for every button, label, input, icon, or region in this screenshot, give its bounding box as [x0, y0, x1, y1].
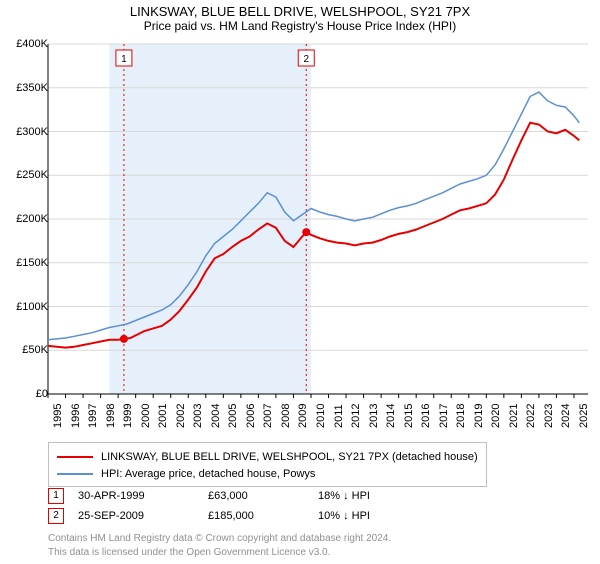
x-tick-label: 2004 [210, 404, 222, 428]
x-tick-label: 2022 [525, 404, 537, 428]
data-attribution: Contains HM Land Registry data © Crown c… [48, 532, 391, 559]
chart-title: LINKSWAY, BLUE BELL DRIVE, WELSHPOOL, SY… [0, 4, 600, 19]
sale-price: £63,000 [208, 490, 318, 502]
sale-marker-row: 2 25-SEP-2009£185,00010% ↓ HPI [48, 508, 370, 524]
x-tick-label: 2010 [315, 404, 327, 428]
y-tick-label: £300K [4, 126, 48, 138]
svg-text:2: 2 [303, 54, 309, 65]
x-tick-label: 2023 [543, 404, 555, 428]
x-tick-label: 2007 [262, 404, 274, 428]
y-tick-label: £400K [4, 38, 48, 50]
x-tick-label: 2013 [368, 404, 380, 428]
y-tick-label: £50K [4, 344, 48, 356]
y-tick-label: £250K [4, 169, 48, 181]
attribution-line-2: This data is licensed under the Open Gov… [48, 546, 391, 560]
chart-legend: LINKSWAY, BLUE BELL DRIVE, WELSHPOOL, SY… [48, 442, 487, 487]
legend-swatch [57, 473, 93, 475]
x-tick-label: 2001 [157, 404, 169, 428]
sale-price: £185,000 [208, 510, 318, 522]
x-tick-label: 2015 [403, 404, 415, 428]
chart-plot-area: 12 [48, 44, 588, 394]
sale-marker-row: 1 30-APR-1999£63,00018% ↓ HPI [48, 488, 370, 504]
y-tick-label: £350K [4, 82, 48, 94]
x-tick-label: 2008 [280, 404, 292, 428]
x-tick-label: 1997 [87, 404, 99, 428]
sale-hpi-delta: 10% ↓ HPI [318, 510, 370, 522]
x-tick-label: 2020 [490, 404, 502, 428]
x-tick-label: 2025 [578, 404, 590, 428]
sale-date: 30-APR-1999 [78, 490, 208, 502]
x-tick-label: 2009 [297, 404, 309, 428]
attribution-line-1: Contains HM Land Registry data © Crown c… [48, 532, 391, 546]
legend-label: LINKSWAY, BLUE BELL DRIVE, WELSHPOOL, SY… [101, 451, 478, 463]
legend-row: HPI: Average price, detached house, Powy… [57, 466, 478, 483]
y-tick-label: £0 [4, 388, 48, 400]
x-tick-label: 2003 [192, 404, 204, 428]
x-tick-label: 2002 [175, 404, 187, 428]
y-tick-label: £200K [4, 213, 48, 225]
x-tick-label: 2011 [333, 404, 345, 428]
sale-date: 25-SEP-2009 [78, 510, 208, 522]
svg-text:1: 1 [121, 54, 127, 65]
legend-label: HPI: Average price, detached house, Powy… [101, 468, 315, 480]
x-tick-label: 2024 [560, 404, 572, 428]
x-tick-label: 2017 [438, 404, 450, 428]
x-tick-label: 2005 [227, 404, 239, 428]
x-tick-label: 2016 [420, 404, 432, 428]
x-tick-label: 2018 [455, 404, 467, 428]
x-tick-label: 1999 [122, 404, 134, 428]
sale-marker-chip: 1 [48, 488, 64, 504]
x-tick-label: 1995 [52, 404, 64, 428]
x-tick-label: 2012 [350, 404, 362, 428]
chart-subtitle: Price paid vs. HM Land Registry's House … [0, 19, 600, 33]
x-tick-label: 2006 [245, 404, 257, 428]
legend-swatch [57, 456, 93, 458]
x-tick-label: 1998 [105, 404, 117, 428]
legend-row: LINKSWAY, BLUE BELL DRIVE, WELSHPOOL, SY… [57, 449, 478, 466]
x-tick-label: 2021 [508, 404, 520, 428]
y-tick-label: £100K [4, 301, 48, 313]
sale-marker-chip: 2 [48, 508, 64, 524]
sale-hpi-delta: 18% ↓ HPI [318, 490, 370, 502]
y-tick-label: £150K [4, 257, 48, 269]
x-tick-label: 2000 [140, 404, 152, 428]
x-tick-label: 2014 [385, 404, 397, 428]
line-chart: 12 [48, 44, 588, 394]
x-tick-label: 1996 [70, 404, 82, 428]
x-tick-label: 2019 [473, 404, 485, 428]
